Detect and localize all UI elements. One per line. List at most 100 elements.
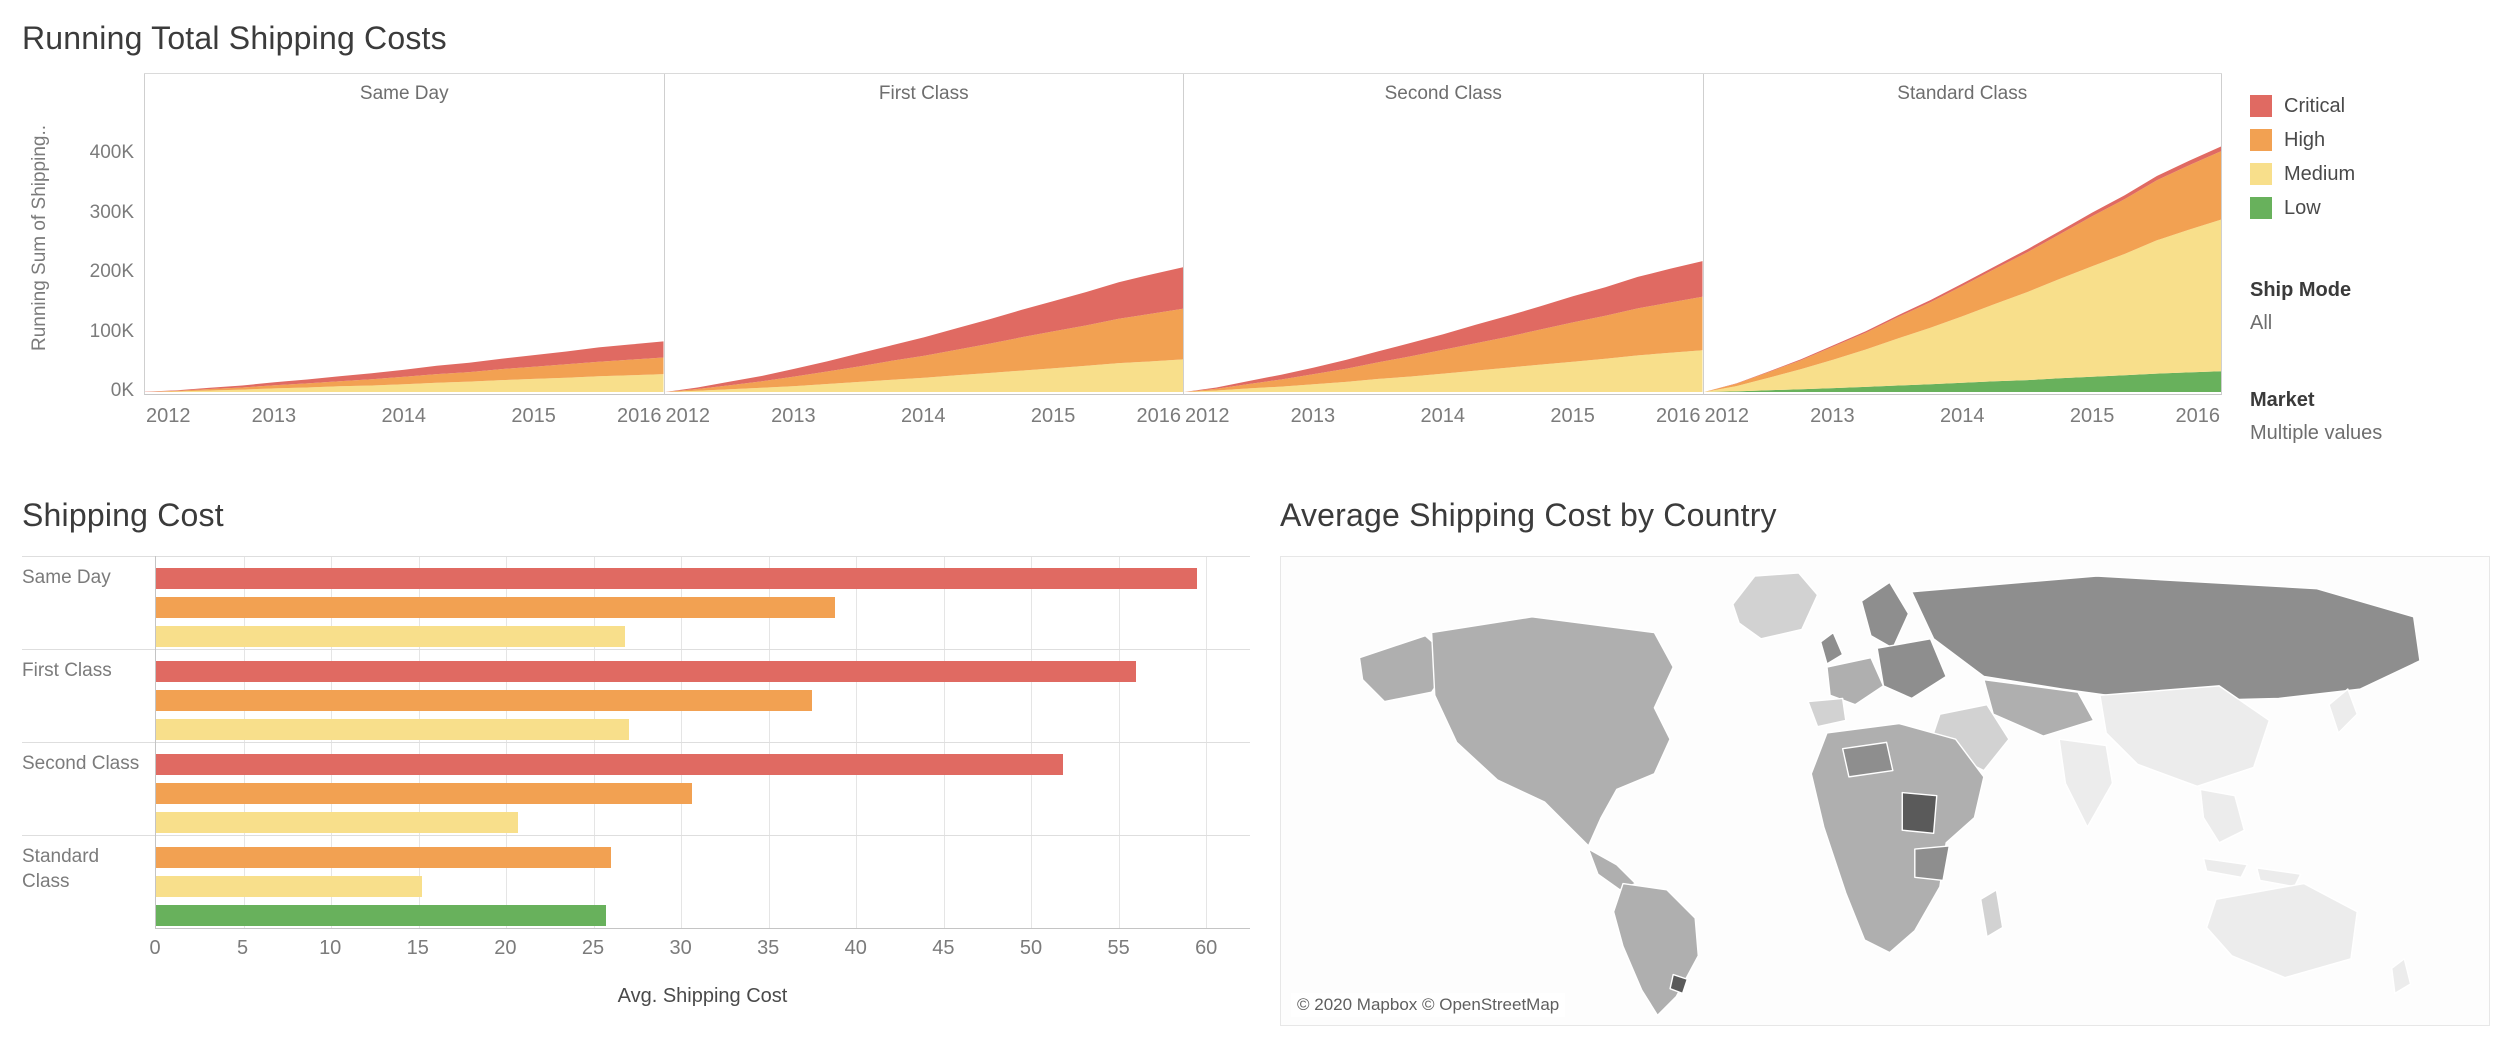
map-region-north-africa[interactable] xyxy=(1841,741,1894,778)
map-region-india[interactable] xyxy=(2058,738,2114,828)
map-region-alaska[interactable] xyxy=(1358,634,1455,703)
bar-x-tick: 55 xyxy=(1107,937,1130,959)
area-layer-high[interactable] xyxy=(1184,296,1703,392)
bar-x-tick: 15 xyxy=(406,937,429,959)
area-layer-medium[interactable] xyxy=(1184,350,1703,392)
map-region-south-america[interactable] xyxy=(1612,882,1700,1017)
panel-header-first-class: First Class xyxy=(878,83,969,104)
x-tick-label: 2015 xyxy=(1550,405,1595,427)
panel-x-ticks: 2012 2013 2014 2015 2016 xyxy=(144,395,664,437)
y-axis-ticks: 0K 100K 200K 300K 400K xyxy=(58,113,144,401)
map-region-indonesia-east[interactable] xyxy=(2256,867,2302,888)
area-layer-critical[interactable] xyxy=(1703,146,2222,392)
bar-x-tick: 35 xyxy=(757,937,780,959)
bar-same-day-high[interactable] xyxy=(156,597,836,618)
x-tick-label: 2012 xyxy=(1185,405,1230,427)
map-region-russia[interactable] xyxy=(1910,575,2421,703)
area-layer-high[interactable] xyxy=(1703,151,2222,392)
bar-standard-class-high[interactable] xyxy=(156,847,612,868)
bar-first-class-medium[interactable] xyxy=(156,719,629,740)
bar-same-day-critical[interactable] xyxy=(156,568,1198,589)
map-region-indonesia[interactable] xyxy=(2202,857,2249,878)
bar-category-label-first-class: First Class xyxy=(22,649,155,742)
area-panel-same-day: Same Day 2012 2013 2014 2015 2016 xyxy=(144,74,664,445)
y-tick-label: 400K xyxy=(89,142,134,163)
map-region-north-america[interactable] xyxy=(1430,616,1674,847)
area-layer-critical[interactable] xyxy=(1184,261,1703,392)
legend-item-high[interactable]: High xyxy=(2250,123,2490,157)
area-layer-medium[interactable] xyxy=(664,359,1184,392)
map-region-central-asia[interactable] xyxy=(1983,678,2095,737)
x-tick-label: 2016 xyxy=(1136,405,1182,427)
x-tick-label: 2012 xyxy=(146,405,191,427)
map-region-uruguay[interactable] xyxy=(1669,973,1689,995)
bar-second-class-medium[interactable] xyxy=(156,812,519,833)
x-tick-label: 2016 xyxy=(617,405,662,427)
area-layer-medium[interactable] xyxy=(1703,219,2222,393)
bar-second-class-critical[interactable] xyxy=(156,754,1063,775)
map-region-eastern-europe[interactable] xyxy=(1876,638,1947,700)
map-region-western-europe[interactable] xyxy=(1826,656,1885,706)
bar-group-first-class xyxy=(156,649,1250,742)
panel-header-same-day: Same Day xyxy=(359,83,449,104)
area-panel-second-class: Second Class 2012 2013 2014 2015 2016 xyxy=(1183,74,1703,445)
x-tick-label: 2012 xyxy=(1704,405,1750,427)
bar-group-standard-class xyxy=(156,835,1250,928)
bar-second-class-high[interactable] xyxy=(156,783,692,804)
bar-same-day-medium[interactable] xyxy=(156,626,626,647)
running-total-title: Running Total Shipping Costs xyxy=(22,20,447,56)
x-tick-label: 2015 xyxy=(1030,405,1076,427)
y-tick-label: 200K xyxy=(89,261,134,282)
legend-item-label: Low xyxy=(2284,196,2321,219)
area-layer-critical[interactable] xyxy=(145,341,664,392)
map-region-china[interactable] xyxy=(2099,685,2271,787)
bar-standard-class-low[interactable] xyxy=(156,905,606,926)
y-tick-label: 0K xyxy=(110,380,134,401)
area-layer-high[interactable] xyxy=(145,357,664,393)
bar-first-class-critical[interactable] xyxy=(156,661,1137,682)
y-axis-title: Running Sum of Shipping.. xyxy=(29,124,50,352)
x-tick-label: 2013 xyxy=(1290,405,1336,427)
bar-standard-class-medium[interactable] xyxy=(156,876,423,897)
legend-item-medium[interactable]: Medium xyxy=(2250,157,2490,191)
bar-first-class-high[interactable] xyxy=(156,690,813,711)
map-region-southern-africa[interactable] xyxy=(1914,845,1951,882)
bar-x-tick: 40 xyxy=(844,937,867,959)
map-viewport[interactable]: © 2020 Mapbox © OpenStreetMap xyxy=(1280,556,2490,1026)
map-region-africa[interactable] xyxy=(1810,722,1985,954)
map-region-southeast-asia[interactable] xyxy=(2199,788,2245,844)
running-total-chart: Running Sum of Shipping.. 0K 100K 200K 300K… xyxy=(22,73,2490,445)
legend-item-label: Medium xyxy=(2284,162,2356,185)
map-region-greenland[interactable] xyxy=(1732,572,1819,640)
map-region-united-kingdom[interactable] xyxy=(1819,631,1844,665)
y-tick-label: 300K xyxy=(89,201,134,223)
area-layer-low[interactable] xyxy=(1703,371,2222,392)
map-region-chad[interactable] xyxy=(1901,791,1938,835)
map-region-australia[interactable] xyxy=(2205,882,2358,979)
area-layer-high[interactable] xyxy=(664,308,1184,392)
panel-header-standard-class: Standard Class xyxy=(1897,83,2028,104)
area-chart-svg xyxy=(1184,261,1703,392)
x-tick-label: 2014 xyxy=(901,405,946,427)
bar-x-axis-ticks: 0 5 10 15 20 25 30 35 40 45 50 55 60 xyxy=(149,937,1250,969)
market-value[interactable]: Multiple values xyxy=(2250,422,2383,444)
bar-group-same-day xyxy=(156,556,1250,649)
map-attribution[interactable]: © 2020 Mapbox © OpenStreetMap xyxy=(1291,993,1566,1017)
map-region-madagascar[interactable] xyxy=(1979,889,2004,938)
map-region-new-zealand[interactable] xyxy=(2391,958,2412,995)
map-region-scandinavia[interactable] xyxy=(1860,581,1910,649)
panel-header-second-class: Second Class xyxy=(1384,83,1502,104)
map-region-japan[interactable] xyxy=(2328,688,2358,734)
running-total-section: Running Total Shipping Costs Running Sum… xyxy=(22,20,2490,445)
area-layer-medium[interactable] xyxy=(145,374,664,392)
map-region-iberia[interactable] xyxy=(1807,697,1847,728)
x-tick-label: 2013 xyxy=(251,405,297,427)
ship-mode-value[interactable]: All xyxy=(2250,312,2273,334)
legend-item-label: High xyxy=(2284,128,2326,151)
legend-item-critical[interactable]: Critical xyxy=(2250,89,2490,123)
x-tick-label: 2016 xyxy=(1656,405,1701,427)
x-tick-label: 2013 xyxy=(1810,405,1855,427)
legend-item-low[interactable]: Low xyxy=(2250,191,2490,225)
bottom-row: Shipping Cost Same Day First Class Second … xyxy=(22,497,2490,1026)
area-layer-critical[interactable] xyxy=(664,267,1184,392)
